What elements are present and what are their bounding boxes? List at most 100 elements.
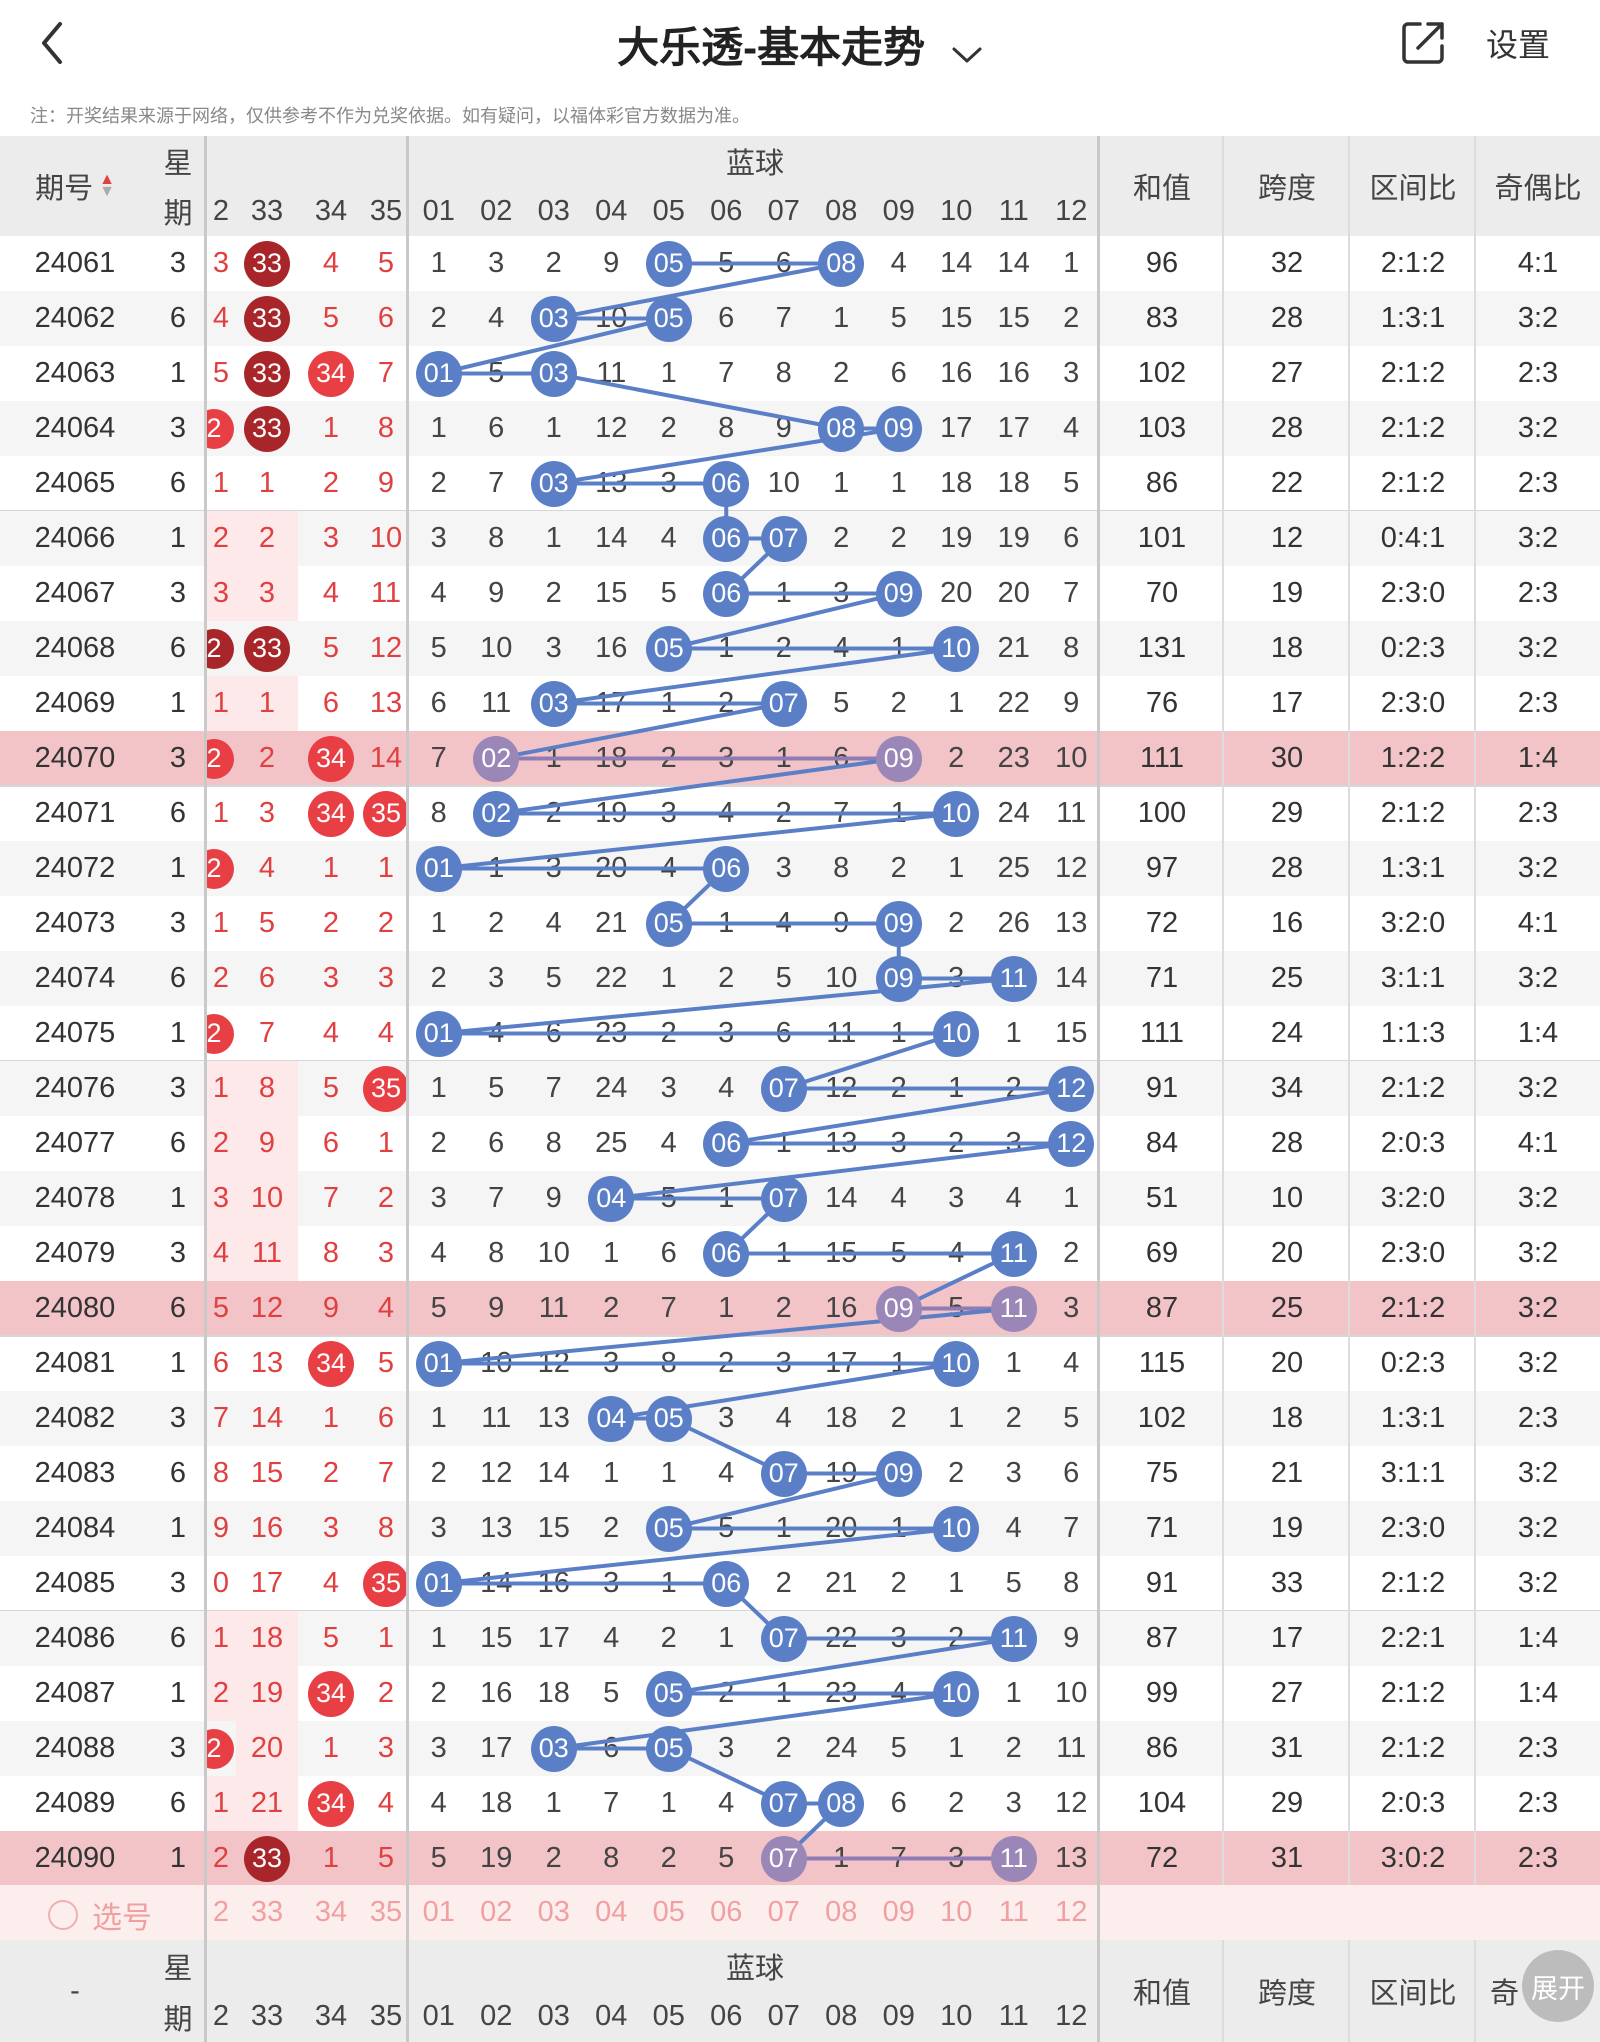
blue-miss-cell: 1 (775, 1127, 792, 1159)
issue-number: 24062 (34, 302, 116, 334)
zone-ratio-value: 0:2:3 (1380, 1347, 1446, 1379)
odd-even-value: 3:2 (1517, 412, 1559, 444)
pick-blue-cell[interactable]: 02 (480, 1896, 513, 1928)
blue-miss-cell: 3 (488, 247, 505, 279)
red-ball-cell: 35 (358, 1556, 414, 1611)
pick-blue-cell[interactable]: 09 (882, 1896, 915, 1928)
odd-even-value: 3:2 (1517, 1457, 1559, 1489)
blue-miss-cell: 18 (825, 1402, 858, 1434)
blue-miss-cell: 1 (1063, 247, 1080, 279)
blue-miss-cell: 5 (430, 632, 447, 664)
issue-number: 24064 (34, 412, 116, 444)
red-ball-cell: 2 (206, 401, 236, 456)
pick-blue-cell[interactable]: 12 (1055, 1896, 1088, 1928)
blue-miss-cell: 1 (1005, 1017, 1022, 1049)
span-value: 25 (1270, 1292, 1304, 1324)
blue-miss-cell: 3 (1005, 1127, 1022, 1159)
blue-ball: 03 (530, 295, 577, 342)
pick-blue-cell[interactable]: 04 (595, 1896, 628, 1928)
weekday-value: 3 (169, 907, 187, 939)
pick-number-button[interactable]: 选号 (48, 1893, 152, 1937)
zone-ratio-value: 1:1:3 (1380, 1017, 1446, 1049)
blue-miss-cell: 3 (545, 632, 562, 664)
blue-miss-cell: 20 (825, 1512, 858, 1544)
blue-miss-cell: 7 (1063, 1512, 1080, 1544)
page-title[interactable]: 大乐透-基本走势 (0, 14, 1600, 75)
red-ball-cell: 1 (322, 412, 340, 444)
expand-button[interactable]: 展开 (1522, 1950, 1594, 2022)
issue-number: 24090 (34, 1842, 116, 1874)
header-odd-even: 奇 (1490, 1978, 1520, 2010)
pick-red-cell[interactable]: 34 (314, 1896, 348, 1928)
blue-miss-cell: 10 (480, 1347, 513, 1379)
sum-value: 102 (1137, 357, 1187, 389)
span-value: 19 (1270, 1512, 1304, 1544)
issue-number: 24082 (34, 1402, 116, 1434)
header-blue-col: 07 (767, 194, 800, 227)
pick-red-cell[interactable]: 35 (369, 1896, 403, 1928)
pick-blue-cell[interactable]: 11 (998, 1896, 1029, 1928)
blue-miss-cell: 23 (825, 1677, 858, 1709)
blue-miss-cell: 15 (537, 1512, 570, 1544)
red-ball-cell: 7 (258, 1017, 276, 1049)
blue-miss-cell: 7 (488, 1182, 505, 1214)
red-ball: 33 (244, 1835, 290, 1882)
header-blue-col: 12 (1055, 194, 1088, 227)
red-ball-cell: 2 (212, 962, 230, 994)
blue-miss-cell: 14 (997, 247, 1030, 279)
pick-red-cell[interactable]: 2 (212, 1896, 230, 1928)
pick-blue-cell[interactable]: 03 (537, 1896, 570, 1928)
back-icon[interactable] (34, 18, 74, 68)
header-issue[interactable]: 期号 ▲ ▼ (35, 171, 115, 206)
zone-ratio-value: 3:2:0 (1380, 907, 1446, 939)
red-ball-cell: 34 (302, 346, 360, 401)
pick-blue-cell[interactable]: 10 (940, 1896, 973, 1928)
weekday-value: 6 (169, 302, 187, 334)
blue-miss-cell: 1 (948, 852, 965, 884)
pick-blue-cell[interactable]: 08 (825, 1896, 858, 1928)
blue-miss-cell: 19 (595, 797, 628, 829)
zone-ratio-value: 2:3:0 (1380, 577, 1446, 609)
sort-arrow-icon[interactable]: ▲ ▼ (99, 171, 115, 200)
share-icon[interactable] (1400, 18, 1448, 66)
blue-miss-cell: 17 (825, 1347, 858, 1379)
red-ball-cell: 8 (377, 412, 395, 444)
span-value: 17 (1270, 1622, 1304, 1654)
pick-number-row: 选号 2 33 34 35 01 02 03 04 05 06 07 08 09 10 11 12 (0, 1885, 1600, 1940)
blue-miss-cell: 3 (603, 1347, 620, 1379)
blue-miss-cell: 2 (488, 907, 505, 939)
blue-miss-cell: 5 (430, 1292, 447, 1324)
pick-blue-cell[interactable]: 07 (767, 1896, 800, 1928)
header-blue-col: 12 (1055, 2000, 1088, 2032)
pick-blue-cell[interactable]: 06 (710, 1896, 743, 1928)
span-value: 31 (1270, 1732, 1304, 1764)
blue-miss-cell: 1 (948, 1732, 965, 1764)
table-row: 24063153334701503111782616163102272:1:22… (0, 346, 1600, 401)
pick-red-cell[interactable]: 33 (250, 1896, 284, 1928)
pick-blue-cell[interactable]: 01 (422, 1896, 455, 1928)
red-ball-cell: 34 (302, 786, 360, 841)
blue-miss-cell: 19 (940, 522, 973, 554)
table-row: 24070322341470211823160922310111301:2:21… (0, 731, 1600, 786)
pick-blue-cell[interactable]: 05 (652, 1896, 685, 1928)
header-issue[interactable]: - (70, 1974, 80, 2007)
header-weekday-top: 星 (163, 148, 193, 180)
blue-miss-cell: 3 (890, 1127, 907, 1159)
sum-value: 111 (1139, 1017, 1185, 1049)
red-ball-cell: 8 (236, 1061, 298, 1116)
blue-miss-cell: 2 (890, 1567, 907, 1599)
table-row: 24080651294591127121609511387252:1:23:2 (0, 1281, 1600, 1336)
settings-button[interactable]: 设置 (1486, 27, 1551, 63)
blue-miss-cell: 5 (1063, 1402, 1080, 1434)
blue-miss-cell: 9 (775, 412, 792, 444)
odd-even-value: 2:3 (1517, 1787, 1559, 1819)
blue-miss-cell: 20 (997, 577, 1030, 609)
odd-even-value: 1:4 (1517, 742, 1559, 774)
weekday-value: 6 (169, 1622, 187, 1654)
weekday-value: 1 (169, 1347, 187, 1379)
issue-number: 24084 (34, 1512, 116, 1544)
header-blue-group: 蓝球 (725, 148, 784, 180)
blue-miss-cell: 2 (833, 522, 850, 554)
blue-ball: 05 (645, 1505, 692, 1552)
header-blue-col: 09 (882, 194, 915, 227)
